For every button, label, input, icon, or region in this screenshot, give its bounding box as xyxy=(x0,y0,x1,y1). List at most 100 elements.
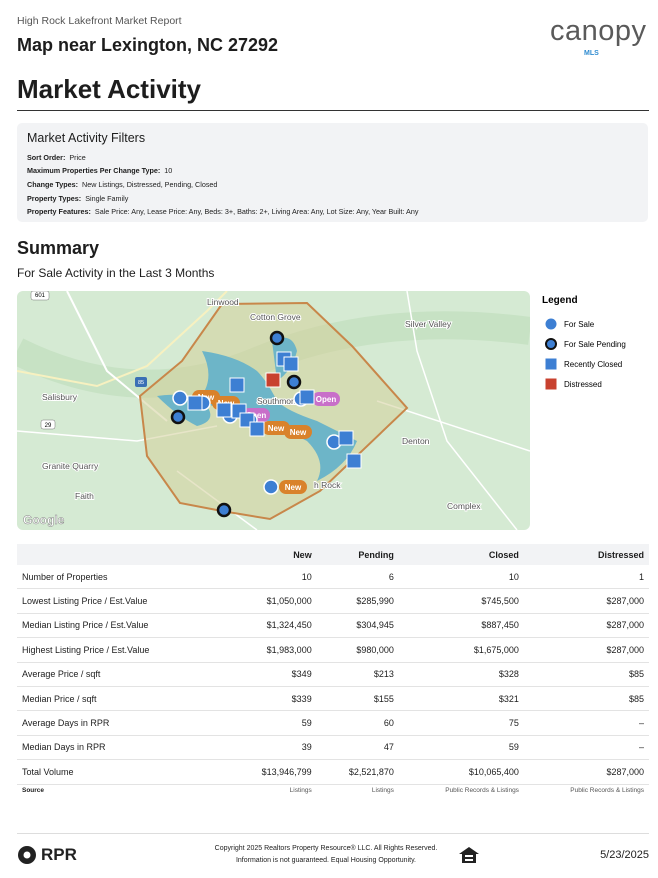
closed-pin xyxy=(338,430,354,446)
cell: 59 xyxy=(398,735,524,761)
filter-label: Sort Order: xyxy=(27,153,66,162)
route-shield: 85 xyxy=(138,380,144,386)
legend-label: For Sale Pending xyxy=(564,340,626,349)
cell: $328 xyxy=(398,662,524,687)
row-label: Highest Listing Price / Est.Value xyxy=(17,637,227,663)
legend: Legend For Sale For Sale Pending Recentl… xyxy=(542,295,626,390)
footer-divider xyxy=(17,833,649,834)
filter-label: Property Types: xyxy=(27,194,82,203)
closed-pin xyxy=(283,356,299,372)
legend-symbol xyxy=(545,358,557,370)
place-label: Complex xyxy=(447,501,481,511)
cell: – xyxy=(523,710,649,736)
filter-value: Single Family xyxy=(85,194,129,203)
place-label: Faith xyxy=(75,491,94,501)
table-row: Number of Properties 10 6 10 1 xyxy=(17,565,649,590)
cell: $304,945 xyxy=(316,613,399,639)
column-header: Closed xyxy=(398,544,524,565)
filter-value: 10 xyxy=(164,166,173,175)
table-row: Lowest Listing Price / Est.Value $1,050,0… xyxy=(17,588,649,614)
table-row: Median Price / sqft $339 $155 $321 $85 xyxy=(17,686,649,712)
legend-label: Recently Closed xyxy=(564,360,622,369)
filter-value: Sale Price: Any, Lease Price: Any, Beds:… xyxy=(94,207,419,216)
summary-title: Summary xyxy=(17,238,100,258)
cell: $1,324,450 xyxy=(227,613,317,639)
closed-pin xyxy=(249,421,265,437)
cell: $887,450 xyxy=(398,613,524,639)
route-shield: 601 xyxy=(35,293,46,299)
closed-pin xyxy=(299,389,315,405)
location-title: Map near Lexington, NC 27292 xyxy=(17,35,279,55)
map-pill xyxy=(312,392,340,406)
cell: 60 xyxy=(316,710,399,736)
footer-brand: RPR xyxy=(41,845,77,864)
for-sale-pin xyxy=(172,390,188,406)
place-label: Silver Valley xyxy=(405,319,452,329)
map[interactable]: Linwood Cotton Grove Silver Valley Salis… xyxy=(17,291,530,530)
cell: 10 xyxy=(227,565,317,590)
filter-label: Maximum Properties Per Change Type: xyxy=(27,166,161,175)
table-row: Median Listing Price / Est.Value $1,324,4… xyxy=(17,613,649,639)
cell: $213 xyxy=(316,662,399,687)
row-label: Total Volume xyxy=(17,759,227,785)
column-header: Distressed xyxy=(523,544,649,565)
cell: $980,000 xyxy=(316,637,399,663)
section-title: Market Activity xyxy=(17,74,201,104)
cell: $1,050,000 xyxy=(227,588,317,614)
cell: 6 xyxy=(316,565,399,590)
place-label: Denton xyxy=(402,436,430,446)
filter-item: Sort Order: Price xyxy=(27,153,86,162)
header-cell xyxy=(17,544,227,565)
filter-value: Price xyxy=(69,153,86,162)
legend-symbol xyxy=(545,338,557,350)
table-row: Median Days in RPR 39 47 59– xyxy=(17,735,649,761)
summary-table: New Pending Closed Distressed Number of Prop… xyxy=(17,544,649,797)
place-label: Cotton Grove xyxy=(250,312,301,322)
filter-item: Maximum Properties Per Change Type: 10 xyxy=(27,166,172,175)
cell: $1,983,000 xyxy=(227,637,317,663)
cell: – xyxy=(523,735,649,761)
column-header: New xyxy=(227,544,317,565)
pending-pin xyxy=(269,330,285,346)
column-header: Pending xyxy=(316,544,399,565)
cell: 59 xyxy=(227,710,317,736)
legend-symbol xyxy=(545,378,557,390)
for-sale-pin xyxy=(263,479,279,495)
divider xyxy=(17,110,649,111)
cell: $287,000 xyxy=(523,759,649,785)
table-row: Highest Listing Price / Est.Value $1,983,… xyxy=(17,637,649,663)
map-pill-label: New xyxy=(268,424,285,433)
distressed-pin xyxy=(265,372,281,388)
route-shield: 29 xyxy=(45,423,52,429)
cell: $287,000 xyxy=(523,637,649,663)
map-attribution: Google xyxy=(23,513,65,527)
table-row: Average Price / sqft $349 $213 $328 $85 xyxy=(17,662,649,687)
legend-label: For Sale xyxy=(564,320,595,329)
cell: 75 xyxy=(398,710,524,736)
map-pill xyxy=(279,480,307,494)
filter-item: Change Types: New Listings, Distressed, P… xyxy=(27,180,217,189)
place-label: h Rock xyxy=(314,480,341,490)
source-cell: Listings xyxy=(371,787,394,795)
map-pill-label: New xyxy=(290,428,307,437)
row-label: Number of Properties xyxy=(17,565,227,590)
table-row: Average Days in RPR 59 60 75– xyxy=(17,710,649,736)
rpr-icon xyxy=(18,846,36,864)
footer-disclaimer: Information is not guaranteed. Equal Hou… xyxy=(235,857,417,864)
cell: 1 xyxy=(523,565,649,590)
place-label: Granite Quarry xyxy=(42,461,99,471)
closed-pin xyxy=(187,395,203,411)
filter-label: Property Features: xyxy=(27,207,91,216)
filter-item: Property Features: Sale Price: Any, Lease… xyxy=(27,207,418,216)
row-label: Median Days in RPR xyxy=(17,735,227,761)
source-cell: Public Records & Listings xyxy=(445,787,519,795)
logo: canopy xyxy=(550,15,647,47)
row-label: Median Price / sqft xyxy=(17,686,227,712)
map-pill-label: Open xyxy=(316,395,337,404)
map-pill-label: New xyxy=(285,483,302,492)
row-label: Lowest Listing Price / Est.Value xyxy=(17,588,227,614)
cell: 10 xyxy=(398,565,524,590)
filter-value: New Listings, Distressed, Pending, Close… xyxy=(82,180,218,189)
report-title: High Rock Lakefront Market Report xyxy=(17,15,182,27)
